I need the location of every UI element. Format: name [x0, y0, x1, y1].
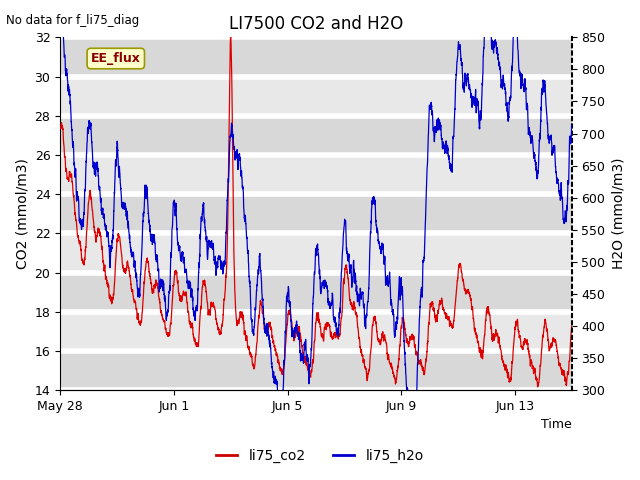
Title: LI7500 CO2 and H2O: LI7500 CO2 and H2O [229, 15, 403, 33]
Y-axis label: CO2 (mmol/m3): CO2 (mmol/m3) [15, 158, 29, 269]
Bar [60, 116, 572, 155]
Y-axis label: H2O (mmol/m3): H2O (mmol/m3) [611, 158, 625, 269]
Bar [60, 351, 572, 390]
Bar [60, 273, 572, 312]
Legend: li75_co2, li75_h2o: li75_co2, li75_h2o [211, 443, 429, 468]
X-axis label: Time: Time [541, 419, 572, 432]
Bar [60, 194, 572, 233]
Text: EE_flux: EE_flux [91, 52, 141, 65]
Bar [60, 37, 572, 76]
Text: No data for f_li75_diag: No data for f_li75_diag [6, 14, 140, 27]
